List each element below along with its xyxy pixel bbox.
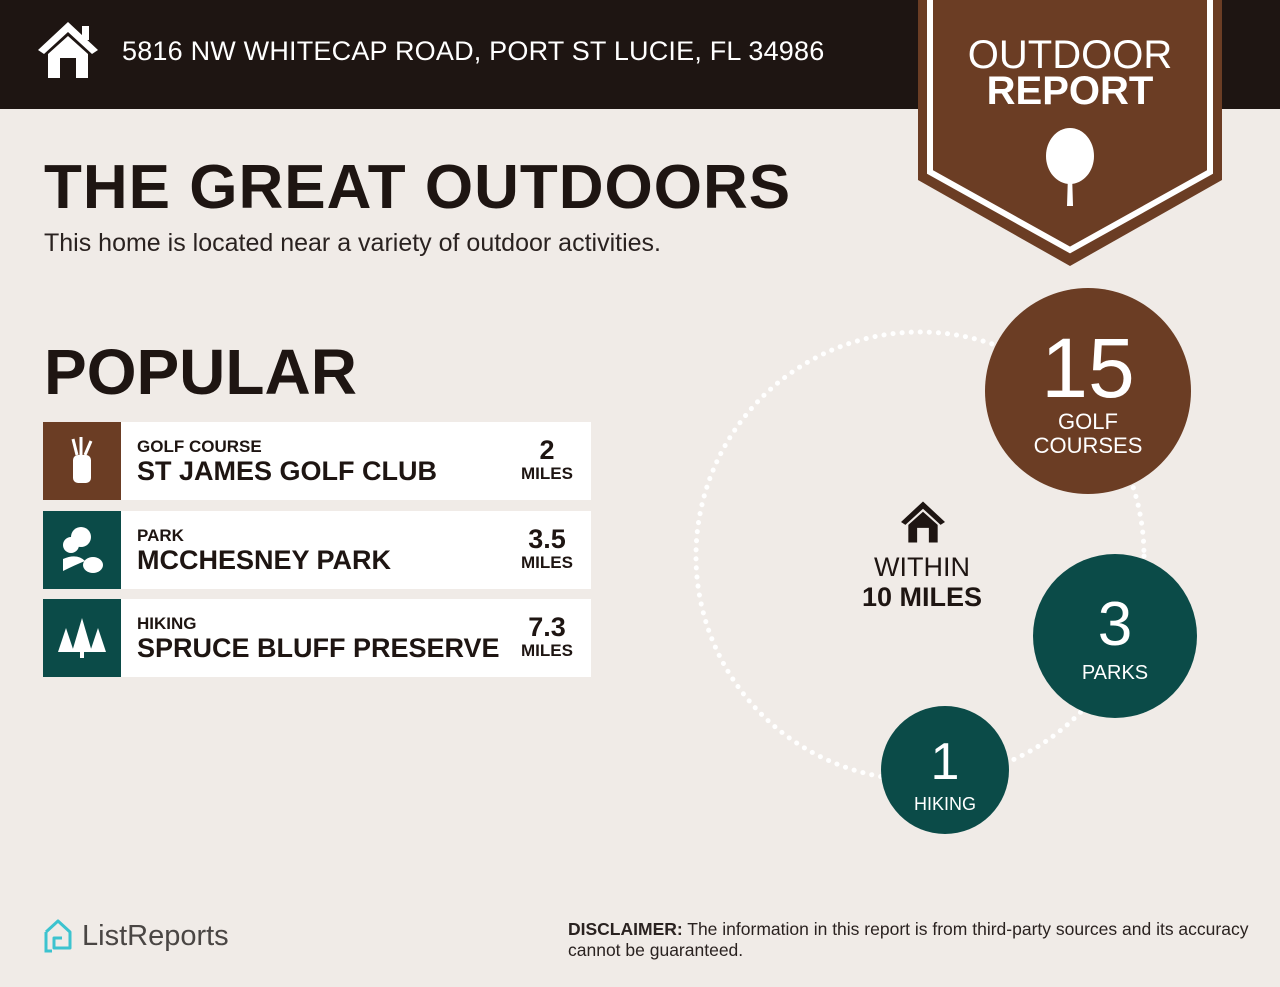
radius-value: 10 MILES — [861, 582, 983, 612]
list-item: PARK MCCHESNEY PARK 3.5 MILES — [43, 511, 591, 589]
item-name: MCCHESNEY PARK — [137, 545, 392, 575]
hiking-count-label: HIKING — [913, 794, 976, 814]
popular-heading: POPULAR — [44, 336, 357, 408]
ten-mile-radius-ring — [693, 329, 1147, 783]
item-category: HIKING — [137, 614, 197, 633]
pine-trees-icon — [43, 599, 121, 677]
property-address: 5816 NW WHITECAP ROAD, PORT ST LUCIE, FL… — [122, 36, 825, 66]
logo-text: ListReports — [82, 919, 229, 952]
hiking-count: 1 — [930, 733, 960, 791]
item-unit: MILES — [521, 641, 573, 660]
disclaimer: DISCLAIMER: The information in this repo… — [568, 919, 1258, 961]
hiking-count-circle: 1 HIKING — [881, 706, 1009, 834]
tree-icon — [1046, 128, 1094, 206]
golf-bag-icon — [43, 422, 121, 500]
radius-label: WITHIN — [874, 552, 970, 582]
item-unit: MILES — [521, 464, 573, 483]
item-category: PARK — [137, 526, 184, 545]
badge-title-line1: OUTDOOR — [967, 33, 1173, 77]
item-distance: 2 — [539, 435, 555, 465]
item-distance: 7.3 — [528, 612, 566, 642]
item-name: ST JAMES GOLF CLUB — [137, 456, 438, 486]
disclaimer-text: The information in this report is from t… — [568, 919, 1249, 960]
golf-count-label-2: COURSES — [1033, 433, 1143, 458]
house-icon — [901, 501, 945, 543]
item-name: SPRUCE BLUFF PRESERVE — [137, 633, 500, 663]
item-unit: MILES — [521, 553, 573, 572]
list-item: GOLF COURSE ST JAMES GOLF CLUB 2 MILES — [43, 422, 591, 500]
badge-title-line2: REPORT — [986, 69, 1154, 113]
logo-icon — [44, 919, 72, 953]
house-icon — [38, 22, 98, 78]
item-distance: 3.5 — [528, 524, 566, 554]
parks-count-label: PARKS — [1081, 662, 1149, 684]
item-category: GOLF COURSE — [137, 437, 262, 456]
golf-count-circle: 15 GOLF COURSES — [985, 288, 1191, 494]
parks-count-circle: 3 PARKS — [1033, 554, 1197, 718]
disclaimer-label: DISCLAIMER: — [568, 919, 683, 939]
golf-count: 15 — [1041, 321, 1135, 415]
park-icon — [43, 511, 121, 589]
list-item: HIKING SPRUCE BLUFF PRESERVE 7.3 MILES — [43, 599, 591, 677]
page-subtitle: This home is located near a variety of o… — [44, 229, 661, 257]
parks-count: 3 — [1097, 590, 1133, 659]
listreports-logo: ListReports — [42, 918, 229, 954]
golf-count-label: GOLF — [1058, 409, 1118, 434]
page-title: THE GREAT OUTDOORS — [44, 153, 792, 222]
